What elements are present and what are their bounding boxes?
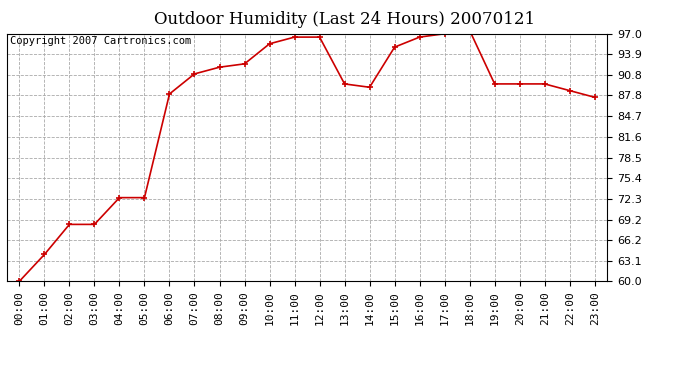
Text: Outdoor Humidity (Last 24 Hours) 20070121: Outdoor Humidity (Last 24 Hours) 2007012…	[155, 11, 535, 28]
Text: Copyright 2007 Cartronics.com: Copyright 2007 Cartronics.com	[10, 36, 191, 46]
